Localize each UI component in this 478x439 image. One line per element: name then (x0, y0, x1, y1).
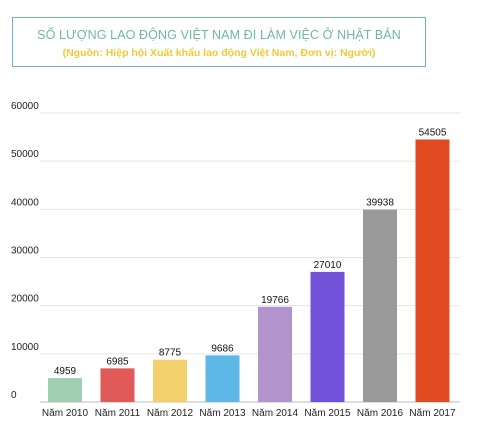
x-tick-label: Năm 2015 (304, 408, 351, 419)
chart-subtitle: (Nguồn: Hiệp hội Xuất khẩu lao động Việt… (62, 47, 376, 59)
y-tick-label: 50000 (11, 149, 39, 160)
data-label: 39938 (366, 198, 394, 209)
y-tick-label: 60000 (11, 101, 39, 112)
x-tick-label: Năm 2013 (199, 408, 246, 419)
y-tick-label: 20000 (11, 294, 39, 305)
y-tick-label: 0 (11, 390, 17, 401)
bar (205, 355, 240, 402)
data-label: 8775 (159, 348, 182, 359)
bar (100, 368, 135, 402)
chart-title-box: SỐ LƯỢNG LAO ĐỘNG VIỆT NAM ĐI LÀM VIỆC Ở… (12, 17, 426, 67)
chart-title: SỐ LƯỢNG LAO ĐỘNG VIỆT NAM ĐI LÀM VIỆC Ở… (37, 28, 401, 42)
bar (310, 271, 345, 402)
data-label: 19766 (261, 295, 289, 306)
bar (153, 359, 187, 402)
bar (415, 139, 450, 402)
bar (363, 209, 397, 402)
data-label: 27010 (314, 260, 342, 271)
y-tick-label: 40000 (11, 197, 39, 208)
data-label: 9686 (211, 343, 234, 354)
x-tick-label: Năm 2016 (357, 408, 404, 419)
x-tick-label: Năm 2010 (42, 408, 89, 419)
data-label: 4959 (54, 366, 77, 377)
data-label: 54505 (419, 127, 447, 138)
bar (258, 306, 292, 402)
x-tick-label: Năm 2012 (147, 408, 194, 419)
bar (48, 378, 82, 402)
x-tick-label: Năm 2017 (409, 408, 456, 419)
y-tick-label: 30000 (11, 246, 39, 257)
y-tick-label: 10000 (11, 342, 39, 353)
x-tick-label: Năm 2014 (252, 408, 299, 419)
x-tick-label: Năm 2011 (95, 408, 141, 419)
data-label: 6985 (106, 356, 129, 367)
